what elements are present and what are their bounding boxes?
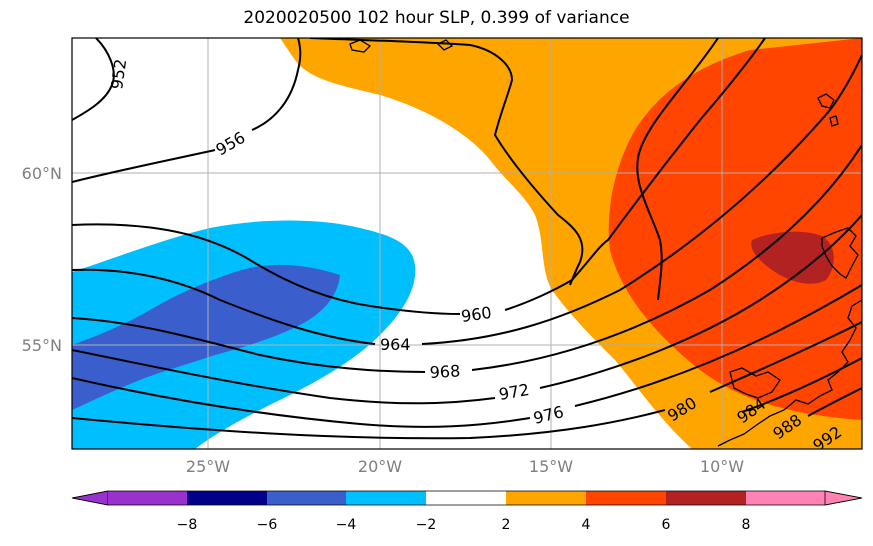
contour-label-964: 964: [380, 335, 411, 354]
graticule: [72, 38, 862, 449]
contour-north: [309, 38, 584, 286]
colorbar: [71, 490, 863, 506]
longitude-ticks: 25°W 20°W 15°W 10°W: [186, 457, 744, 476]
contour-960: [72, 38, 766, 315]
contour-984: [741, 357, 862, 413]
lon-tick-25w: 25°W: [186, 457, 230, 476]
coastlines: [349, 39, 862, 447]
colorbar-segment-pink: [746, 491, 825, 505]
contour-956-right: [251, 38, 302, 131]
cb-tick-m6: −6: [257, 517, 278, 533]
contour-976: [72, 284, 862, 428]
cb-tick-m2: −2: [416, 517, 437, 533]
cb-tick-m8: −8: [177, 517, 198, 533]
contour-956-left: [72, 149, 216, 183]
map-title: 2020020500 102 hour SLP, 0.399 of varian…: [243, 8, 630, 28]
contour-988: [807, 387, 862, 417]
cb-tick-m4: −4: [336, 517, 357, 533]
colorbar-segment-firebrick: [666, 491, 746, 505]
lat-tick-55n: 55°N: [22, 336, 62, 355]
contour-968: [72, 144, 862, 373]
map-area: 952 956 960 964 968 972 976 980 984 988 …: [72, 38, 862, 449]
contour-label-952: 952: [107, 58, 130, 91]
contour-980-right: [709, 321, 862, 393]
colorbar-segment-sky: [346, 491, 426, 505]
colorbar-segment-purple: [108, 491, 187, 505]
cb-tick-8: 8: [742, 517, 751, 533]
colorbar-segment-orangered: [586, 491, 666, 505]
lon-tick-10w: 10°W: [700, 457, 744, 476]
slp-contours: [72, 38, 862, 440]
contour-label-960: 960: [460, 303, 493, 326]
anomaly-royalblue-region: [72, 264, 340, 410]
contour-972: [72, 214, 862, 405]
cb-tick-2: 2: [502, 517, 511, 533]
contour-952: [72, 38, 115, 121]
colorbar-extend-low: [71, 490, 109, 506]
latitude-ticks: 60°N 55°N: [22, 164, 62, 355]
lon-tick-15w: 15°W: [529, 457, 573, 476]
colorbar-segment-royal: [267, 491, 346, 505]
cb-tick-4: 4: [582, 517, 591, 533]
lon-tick-20w: 20°W: [358, 457, 402, 476]
contour-980-left: [72, 409, 666, 440]
cb-tick-6: 6: [662, 517, 671, 533]
colorbar-ticks: −8 −6 −4 −2 2 4 6 8: [177, 517, 751, 533]
anomaly-orangered-region: [608, 38, 862, 420]
colorbar-segment-white: [426, 491, 506, 505]
lat-tick-60n: 60°N: [22, 164, 62, 183]
contour-label-968: 968: [429, 361, 460, 382]
map-frame: [71, 37, 863, 450]
colorbar-extend-high: [824, 490, 863, 506]
colorbar-segment-navy: [187, 491, 267, 505]
contour-964: [72, 54, 862, 345]
colorbar-segment-orange: [506, 491, 586, 505]
